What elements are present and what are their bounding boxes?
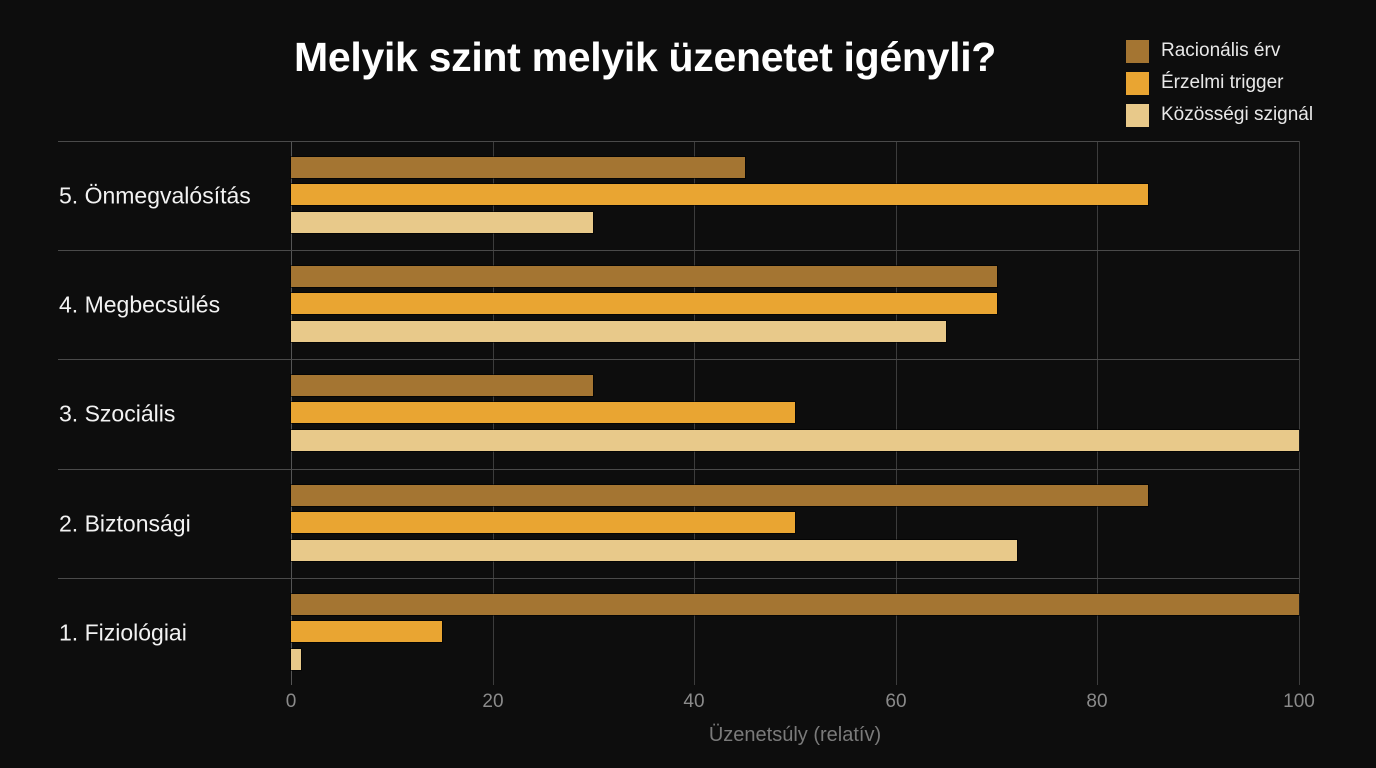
- legend-swatch-icon: [1126, 103, 1149, 127]
- bar-community: [291, 430, 1299, 451]
- bar-emotional: [291, 621, 442, 642]
- x-gridline: [1299, 141, 1300, 685]
- bar-rational: [291, 157, 745, 178]
- x-gridline: [1097, 141, 1098, 685]
- legend-item-rational: Racionális érv: [1126, 35, 1313, 67]
- bar-community: [291, 212, 593, 233]
- bar-emotional: [291, 184, 1148, 205]
- bar-community: [291, 649, 301, 670]
- legend-label: Érzelmi trigger: [1161, 72, 1284, 93]
- bar-rational: [291, 375, 593, 396]
- legend-item-emotional: Érzelmi trigger: [1126, 67, 1313, 99]
- legend-swatch-icon: [1126, 71, 1149, 95]
- x-axis-label: Üzenetsúly (relatív): [708, 724, 882, 746]
- bar-emotional: [291, 402, 795, 423]
- category-label: 1. Fiziológiai: [59, 619, 187, 646]
- category-separator: [58, 359, 1299, 360]
- x-tick-label: 40: [683, 691, 705, 712]
- category-label: 4. Megbecsülés: [59, 291, 221, 318]
- bar-rational: [291, 485, 1148, 506]
- category-separator: [58, 141, 1299, 142]
- legend-label: Közösségi szignál: [1161, 104, 1314, 125]
- legend-swatch-icon: [1126, 39, 1149, 63]
- x-tick-label: 20: [482, 691, 504, 712]
- category-label: 2. Biztonsági: [59, 510, 191, 537]
- legend: Racionális érv Érzelmi trigger Közösségi…: [1126, 35, 1313, 131]
- bar-rational: [291, 266, 997, 287]
- chart-title: Melyik szint melyik üzenetet igényli?: [294, 34, 997, 80]
- bar-rational: [291, 594, 1299, 615]
- category-label: 5. Önmegvalósítás: [59, 182, 251, 209]
- bar-emotional: [291, 293, 997, 314]
- x-gridline: [896, 141, 897, 685]
- bar-community: [291, 321, 946, 342]
- category-label: 3. Szociális: [59, 400, 176, 427]
- category-separator: [58, 578, 1299, 579]
- bar-community: [291, 540, 1017, 561]
- x-tick-label: 80: [1086, 691, 1108, 712]
- legend-item-community: Közösségi szignál: [1126, 99, 1313, 131]
- category-separator: [58, 469, 1299, 470]
- x-tick-label: 0: [285, 691, 297, 712]
- category-separator: [58, 250, 1299, 251]
- x-tick-label: 60: [885, 691, 907, 712]
- legend-label: Racionális érv: [1161, 40, 1281, 61]
- x-tick-label: 100: [1283, 691, 1315, 712]
- bar-emotional: [291, 512, 795, 533]
